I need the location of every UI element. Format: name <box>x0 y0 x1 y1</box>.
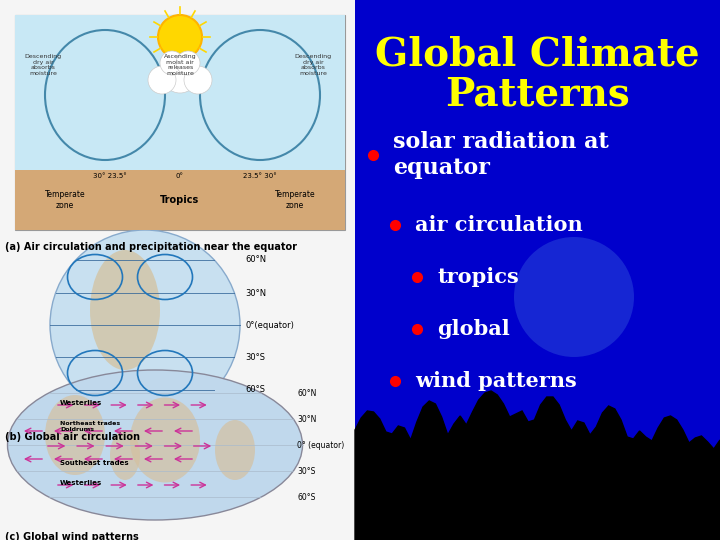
Circle shape <box>184 66 212 94</box>
Circle shape <box>514 237 634 357</box>
Text: 60°N: 60°N <box>297 388 316 397</box>
Text: (a) Air circulation and precipitation near the equator: (a) Air circulation and precipitation ne… <box>5 242 297 252</box>
Text: Temperate
zone: Temperate zone <box>45 190 85 210</box>
Bar <box>15 15 345 170</box>
Text: 23.5° 30°: 23.5° 30° <box>243 173 277 179</box>
Text: Temperate
zone: Temperate zone <box>275 190 315 210</box>
Circle shape <box>162 57 198 93</box>
Text: 30°S: 30°S <box>297 467 315 476</box>
Text: wind patterns: wind patterns <box>415 371 577 391</box>
Text: Westerlies: Westerlies <box>60 480 102 486</box>
Polygon shape <box>355 391 720 540</box>
Text: Tropics: Tropics <box>161 195 199 205</box>
Circle shape <box>158 15 202 59</box>
Text: Ascending
moist air
releases
moisture: Ascending moist air releases moisture <box>163 54 197 76</box>
Text: 0°(equator): 0°(equator) <box>245 321 294 329</box>
Text: 30°N: 30°N <box>297 415 316 423</box>
Ellipse shape <box>130 397 200 483</box>
Circle shape <box>50 230 240 420</box>
Text: 30°S: 30°S <box>245 353 265 361</box>
Text: Westerlies: Westerlies <box>60 400 102 406</box>
Text: 60°S: 60°S <box>297 492 315 502</box>
Text: tropics: tropics <box>437 267 518 287</box>
Text: (c) Global wind patterns: (c) Global wind patterns <box>5 532 139 540</box>
Text: 30° 23.5°: 30° 23.5° <box>93 173 127 179</box>
Bar <box>355 0 720 540</box>
Text: 60°N: 60°N <box>245 255 266 265</box>
Text: Southeast trades: Southeast trades <box>60 460 129 466</box>
Bar <box>15 15 345 230</box>
Ellipse shape <box>45 395 105 475</box>
Text: (b) Global air circulation: (b) Global air circulation <box>5 432 140 442</box>
Text: 0°: 0° <box>176 173 184 179</box>
Text: global: global <box>437 319 510 339</box>
Bar <box>0 0 355 540</box>
Text: air circulation: air circulation <box>415 215 582 235</box>
Ellipse shape <box>215 420 255 480</box>
Text: Descending
dry air
absorbs
moisture: Descending dry air absorbs moisture <box>294 54 332 76</box>
Text: 30°N: 30°N <box>245 288 266 298</box>
Text: Descending
dry air
absorbs
moisture: Descending dry air absorbs moisture <box>24 54 62 76</box>
Ellipse shape <box>7 370 302 520</box>
Circle shape <box>160 51 184 75</box>
Text: 0° (equator): 0° (equator) <box>297 441 344 449</box>
Circle shape <box>176 51 200 75</box>
Bar <box>15 170 345 230</box>
Text: solar radiation at
equator: solar radiation at equator <box>393 131 608 179</box>
Ellipse shape <box>90 250 160 370</box>
Text: 60°S: 60°S <box>245 386 265 395</box>
Circle shape <box>148 66 176 94</box>
Text: Global Climate
Patterns: Global Climate Patterns <box>375 35 700 114</box>
Text: Northeast trades
Doldrums: Northeast trades Doldrums <box>60 421 120 432</box>
Ellipse shape <box>110 430 140 480</box>
